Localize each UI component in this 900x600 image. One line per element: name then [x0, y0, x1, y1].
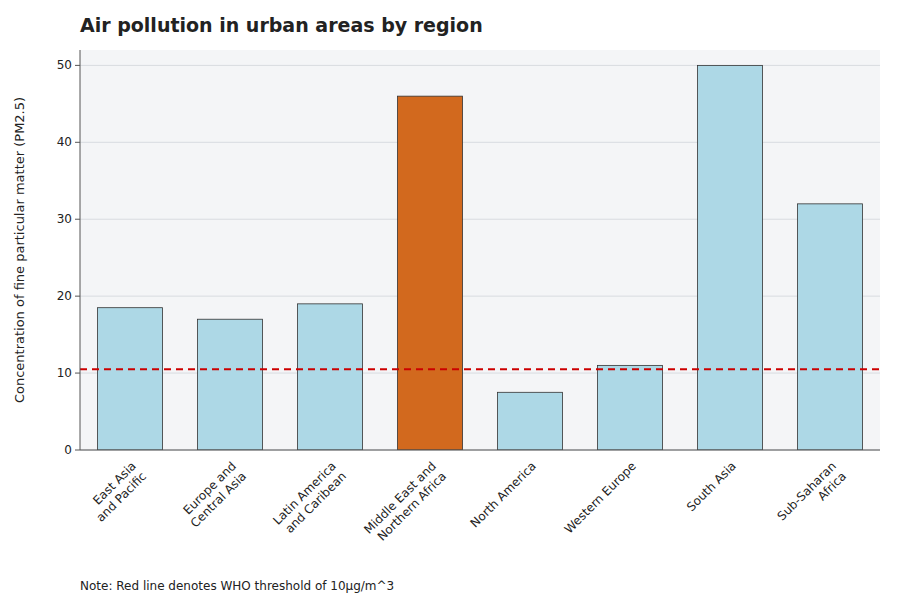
tick-label: 30: [57, 212, 72, 226]
category-label-line: Western Europe: [562, 459, 639, 536]
category-label-line: North America: [468, 459, 539, 530]
category-label: Western Europe: [562, 459, 639, 536]
tick-label: 0: [64, 443, 72, 457]
grid-line: [80, 450, 880, 451]
chart: 0 10 20 30 40 50 East Asiaand Pacific Europe an…: [0, 0, 900, 600]
bars: [98, 65, 863, 450]
category-label: South Asia: [684, 459, 739, 514]
category-label: Europe andCentral Asia: [178, 459, 249, 530]
bar: [198, 319, 263, 450]
tick-mark: [75, 296, 80, 297]
plot-area: [80, 50, 880, 450]
category-label: Latin Americaand Caribean: [270, 459, 349, 538]
tick-label: 20: [57, 289, 72, 303]
category-label: East Asiaand Pacific: [83, 459, 149, 525]
x-axis: [80, 450, 880, 451]
tick-label: 50: [57, 58, 72, 72]
category-label-line: and Caribean: [282, 469, 349, 536]
tick-label: 10: [57, 366, 72, 380]
y-axis-label: Concentration of fine particular matter …: [12, 97, 27, 403]
category-label-line: Central Asia: [188, 469, 249, 530]
category-label-line: Northern Africa: [375, 469, 449, 543]
tick-mark: [75, 450, 80, 451]
tick-mark: [75, 142, 80, 143]
bar: [698, 65, 763, 450]
tick-mark: [75, 373, 80, 374]
bar: [798, 204, 863, 450]
category-label: North America: [468, 459, 539, 530]
bar: [298, 304, 363, 450]
tick-label: 40: [57, 135, 72, 149]
note: Note: Red line denotes WHO threshold of …: [80, 579, 394, 593]
bar: [98, 308, 163, 450]
title: Air pollution in urban areas by region: [80, 14, 483, 36]
category-label-line: South Asia: [684, 459, 739, 514]
category-label-line: and Pacific: [94, 469, 150, 525]
grid: [80, 65, 880, 450]
bar: [498, 392, 563, 450]
category-label: Middle East andNorthern Africa: [361, 459, 449, 547]
y-axis: [80, 50, 81, 450]
bar: [598, 365, 663, 450]
category-label: Sub-SaharanAfrica: [775, 459, 850, 534]
bar: [398, 96, 463, 450]
tick-mark: [75, 65, 80, 66]
category-label-line: Africa: [815, 469, 849, 503]
threshold-line: [80, 368, 880, 370]
tick-mark: [75, 219, 80, 220]
